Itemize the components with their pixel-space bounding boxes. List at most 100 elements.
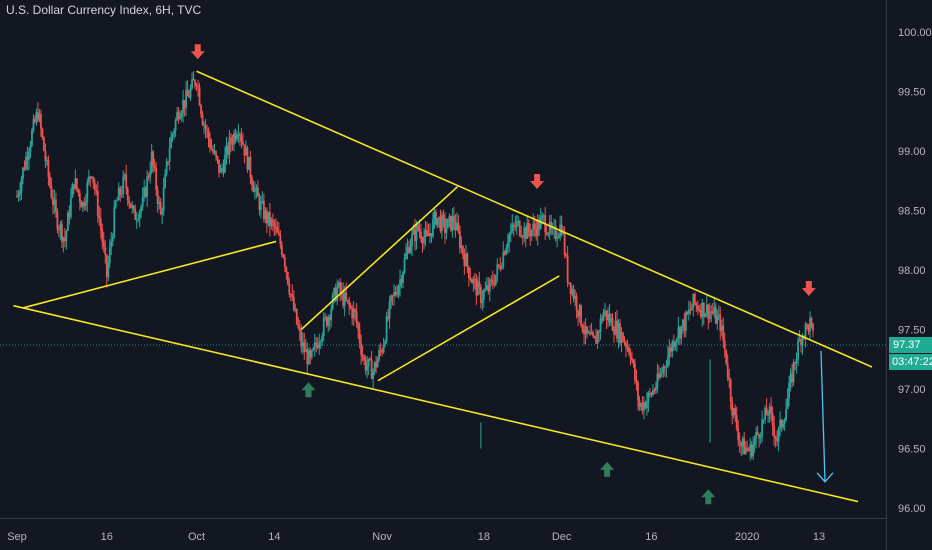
candle-body <box>361 354 364 357</box>
candle-body <box>89 176 92 178</box>
candle-body <box>731 401 734 416</box>
candle-body <box>789 373 792 383</box>
candle-body <box>562 232 565 234</box>
candle-body <box>681 319 684 326</box>
candle-body <box>358 329 361 343</box>
candle-body <box>535 228 538 237</box>
candle-body <box>86 182 89 203</box>
candle-body <box>22 167 24 179</box>
candle-body <box>450 215 452 231</box>
trendline-channel-upper <box>300 186 459 331</box>
x-tick-label: 16 <box>101 531 113 543</box>
candle-body <box>538 219 541 229</box>
trendline-upper-resistance <box>196 70 820 345</box>
candle-body <box>210 148 213 150</box>
candle-body <box>213 151 216 153</box>
candle-body <box>584 326 587 335</box>
candle-body <box>647 393 650 402</box>
candle-body <box>779 419 781 429</box>
candle-body <box>268 211 271 226</box>
candle-body <box>239 134 241 136</box>
candle-body <box>514 225 517 228</box>
candle-body <box>304 349 307 353</box>
candle-body <box>168 147 171 162</box>
candle-body <box>339 282 342 293</box>
candle-body <box>635 380 638 383</box>
candle-body <box>277 232 280 235</box>
candle-body <box>599 318 602 333</box>
candle-body <box>414 228 416 242</box>
candle-body <box>20 178 23 192</box>
candle-body <box>405 252 407 259</box>
candle-body <box>113 207 116 237</box>
projection-line <box>820 350 826 482</box>
candle-body <box>500 266 503 269</box>
candle-body <box>57 229 60 231</box>
candle-body <box>473 278 476 280</box>
candle-body <box>741 438 744 447</box>
candle-body <box>652 390 654 395</box>
candle-body <box>294 309 297 311</box>
candle-body <box>251 177 253 186</box>
candle-body <box>60 223 63 242</box>
candle-body <box>144 188 147 197</box>
candle-body <box>367 358 370 367</box>
candle-body <box>427 234 430 237</box>
candle-body <box>218 159 220 173</box>
candle-body <box>578 305 581 317</box>
candle-body <box>590 332 593 335</box>
candle-body <box>259 201 262 211</box>
candle-body <box>363 356 366 361</box>
candle-body <box>577 310 580 317</box>
candle-body <box>807 324 810 332</box>
candle-body <box>351 307 354 319</box>
candle-body <box>503 251 506 255</box>
candle-body <box>221 167 223 169</box>
candle-body <box>19 191 21 195</box>
candle-body <box>312 347 315 351</box>
candle-body <box>643 402 645 411</box>
candle-body <box>74 178 77 189</box>
candle-body <box>560 224 563 234</box>
down-arrow-icon <box>190 44 205 60</box>
candle-body <box>56 211 59 230</box>
chart-title: U.S. Dollar Currency Index, 6H, TVC <box>6 3 202 17</box>
candle-body <box>429 233 431 237</box>
candle-body <box>764 407 767 420</box>
x-tick-label: Nov <box>372 531 392 543</box>
candle-body <box>162 187 165 212</box>
candle-body <box>44 150 47 162</box>
candle-body <box>797 341 799 360</box>
candle-body <box>592 332 594 337</box>
candle-body <box>794 362 796 364</box>
trendline-lower-extension <box>818 491 859 503</box>
price-candles <box>16 71 814 461</box>
candle-body <box>276 227 279 233</box>
candle-body <box>453 216 455 223</box>
candle-body <box>352 309 355 319</box>
candle-body <box>176 112 179 120</box>
bar-countdown-badge: 03:47:22 <box>889 353 932 370</box>
candle-body <box>388 301 391 319</box>
y-tick-label: 98.50 <box>898 206 926 218</box>
candle-body <box>469 277 472 280</box>
candle-body <box>788 382 790 399</box>
candle-body <box>798 339 801 342</box>
candle-body <box>180 113 183 117</box>
candle-body <box>182 100 184 114</box>
candle-body <box>92 176 95 183</box>
candle-body <box>391 295 394 297</box>
candle-body <box>589 332 591 335</box>
candle-body <box>185 90 187 108</box>
candle-body <box>336 286 339 301</box>
candle-body <box>608 314 611 323</box>
candle-body <box>224 154 226 173</box>
candle-body <box>638 400 641 408</box>
candle-body <box>165 161 168 174</box>
candle-body <box>102 241 105 247</box>
candle-body <box>488 280 491 292</box>
candle-body <box>547 233 550 235</box>
down-arrow-icon <box>530 173 545 189</box>
candle-body <box>375 362 378 368</box>
